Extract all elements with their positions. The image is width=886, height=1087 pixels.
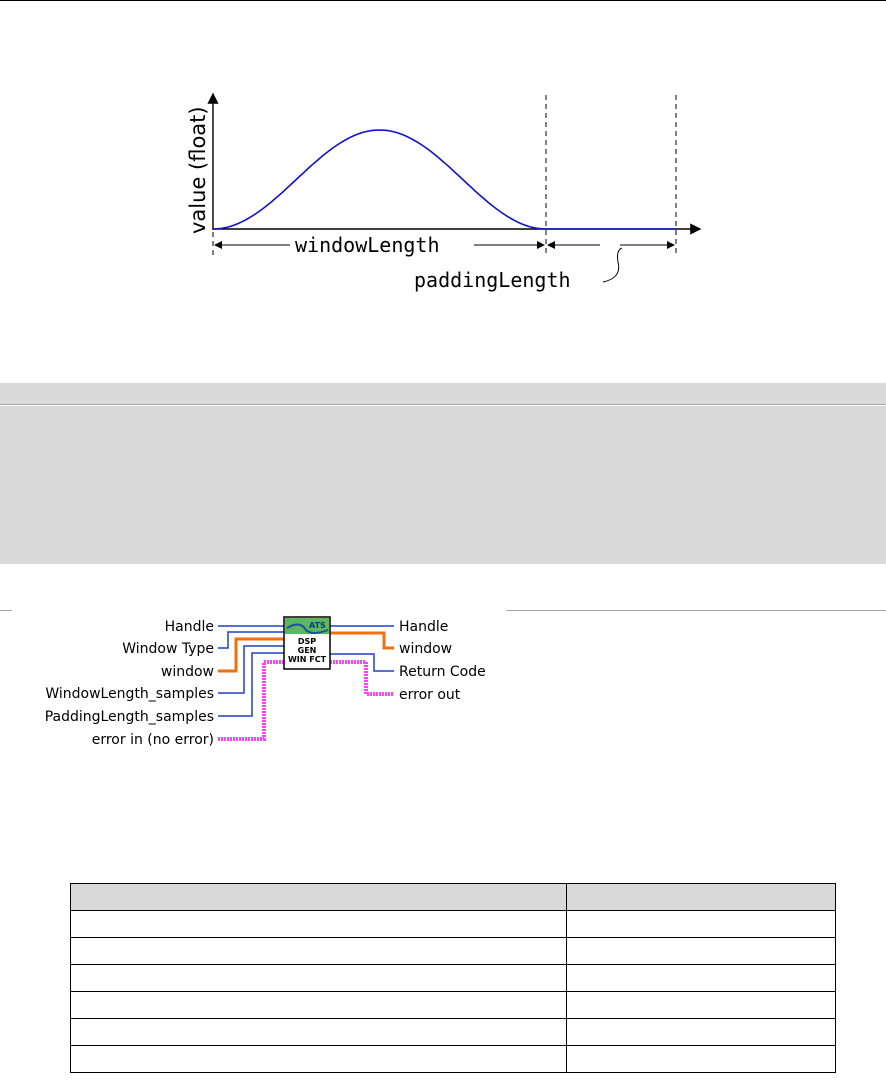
table-cell: [566, 1045, 836, 1073]
window-function-figure: value (float) windowLength paddingLength: [186, 92, 702, 292]
table-cell: [566, 1018, 836, 1046]
output-label-handle: Handle: [399, 619, 448, 635]
wire-out-window: [330, 631, 394, 650]
section-rule-right: [506, 610, 886, 611]
table-cell: [69, 937, 568, 965]
table-cell: [69, 991, 568, 1019]
input-label-window: window: [161, 664, 214, 680]
table-row: [69, 1018, 836, 1046]
table-cell: [566, 964, 836, 992]
vi-icon-wave: [286, 623, 329, 634]
window-length-label: windowLength: [295, 233, 440, 257]
top-rule: [0, 0, 886, 1]
table-row: [69, 910, 836, 938]
input-label-padding-length: PaddingLength_samples: [45, 709, 214, 725]
table-cell: [566, 910, 836, 938]
table-cell: [566, 937, 836, 965]
vi-icon-line-3: WIN FCT: [288, 655, 327, 664]
table-cell: [69, 910, 568, 938]
wire-in-error: [218, 660, 284, 741]
input-label-window-length: WindowLength_samples: [45, 686, 214, 702]
table-row: [69, 991, 836, 1019]
wire-out-return-code: [330, 653, 394, 672]
output-wires: [330, 625, 394, 696]
vi-icon-line-1: DSP: [298, 637, 316, 646]
output-label-window: window: [399, 641, 452, 657]
table-header-cell: [566, 883, 836, 911]
input-label-window-type: Window Type: [122, 641, 214, 657]
table-header-cell: [69, 883, 568, 911]
wire-in-window-length: [218, 645, 284, 694]
vi-icon[interactable]: ATS DSP GEN WIN FCT: [283, 616, 331, 670]
input-wires: [218, 625, 284, 741]
wire-out-error: [330, 660, 394, 696]
table-cell: [69, 1018, 568, 1046]
wire-in-window-type: [218, 631, 284, 649]
table-cell: [566, 991, 836, 1019]
input-labels: Handle Window Type window WindowLength_s…: [45, 619, 214, 748]
vi-icon-header: [285, 618, 329, 634]
padding-label-leader: [602, 247, 623, 283]
table-row: [69, 964, 836, 992]
output-label-return-code: Return Code: [399, 664, 486, 680]
vi-connector-pane: ATS DSP GEN WIN FCT Handle Window Type w…: [45, 616, 486, 748]
section-rule-left: [0, 610, 12, 611]
table-cell: [69, 1045, 568, 1073]
output-label-error-out: error out: [399, 687, 461, 703]
section-header-divider: [0, 404, 886, 405]
vi-icon-line-2: GEN: [298, 646, 317, 655]
window-curve: [212, 129, 547, 230]
input-label-error-in: error in (no error): [92, 732, 214, 748]
wire-in-window: [218, 637, 284, 673]
section-body-band: [0, 406, 886, 564]
table-row: [69, 1045, 836, 1073]
vi-icon-header-text: ATS: [309, 621, 326, 630]
table-cell: [69, 964, 568, 992]
output-labels: Handle window Return Code error out: [399, 619, 486, 703]
section-header-band: [0, 383, 886, 405]
padding-length-label: paddingLength: [414, 268, 571, 292]
wire-in-padding-length: [218, 652, 284, 717]
parameter-table: [69, 883, 836, 1073]
input-label-handle: Handle: [165, 619, 214, 635]
table-row: [69, 937, 836, 965]
y-axis-label: value (float): [186, 106, 210, 234]
table-header-row: [69, 883, 836, 911]
